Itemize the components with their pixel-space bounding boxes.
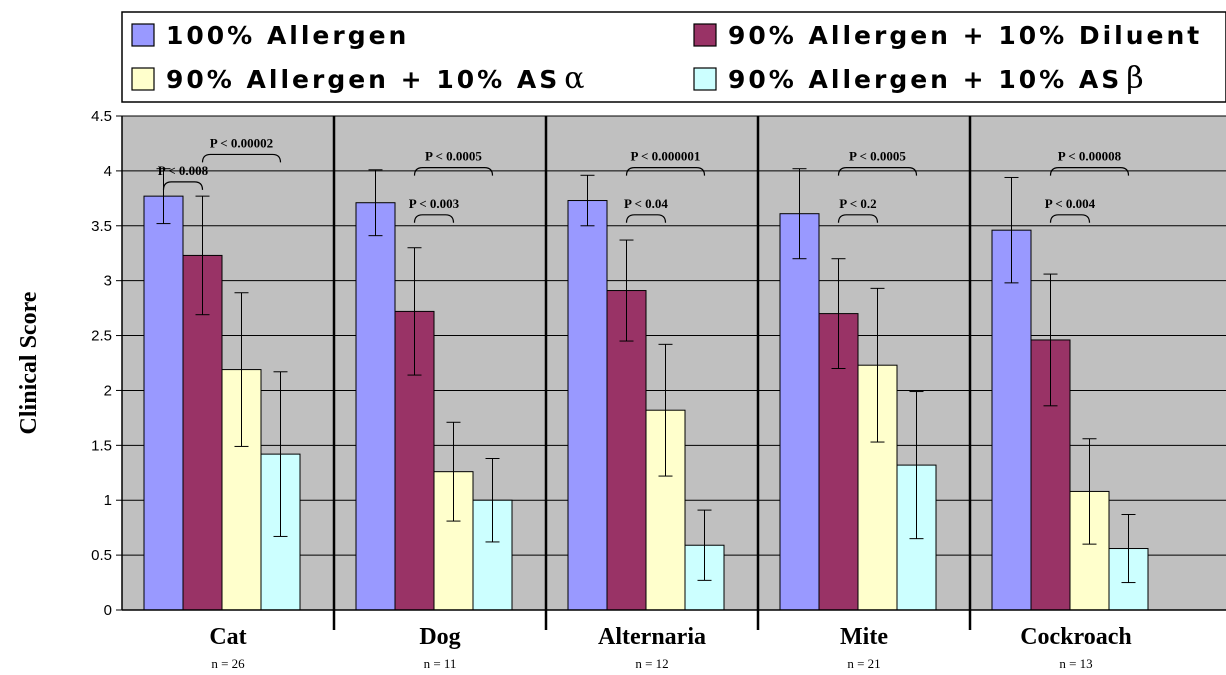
legend-entry: 100% Allergen [166, 21, 409, 50]
bar [991, 229, 1032, 611]
sample-size-label: n = 11 [424, 656, 457, 671]
category-label: Alternaria [598, 624, 706, 650]
legend-swatch [131, 67, 155, 91]
legend: 100% Allergen 90% Allergen + 10% Diluent 9… [121, 11, 1226, 103]
p-value-label: P < 0.2 [839, 196, 876, 211]
significance-bracket: P < 0.0005 [413, 149, 494, 176]
bracket-line [201, 153, 282, 163]
axes [116, 115, 1226, 611]
legend-swatch [693, 23, 717, 47]
significance-bracket: P < 0.003 [409, 196, 460, 223]
legend-entry: 90% Allergen + 10% AS α [166, 61, 584, 96]
y-tick-label: 3 [104, 273, 112, 290]
y-tick-label: 0 [104, 602, 112, 619]
category-label: Dog [419, 624, 460, 650]
p-value-label: P < 0.00002 [210, 135, 273, 150]
bracket-line [413, 214, 455, 223]
bar [143, 195, 184, 611]
legend-box [121, 11, 1226, 103]
p-value-label: P < 0.008 [158, 163, 209, 178]
significance-bracket: P < 0.04 [624, 196, 668, 223]
y-tick-label: 0.5 [91, 547, 112, 564]
bar [606, 290, 647, 611]
significance-bracket: P < 0.00008 [1049, 149, 1130, 176]
y-tick-label: 2.5 [91, 328, 112, 345]
legend-entry: 90% Allergen + 10% AS β [728, 61, 1144, 96]
bar [779, 213, 820, 611]
bracket-line [1049, 166, 1130, 176]
p-value-label: P < 0.04 [624, 196, 668, 211]
legend-entry: 90% Allergen + 10% Diluent [728, 21, 1202, 50]
y-tick-label: 3.5 [91, 218, 112, 235]
y-tick-label: 4.5 [91, 108, 112, 125]
sample-size-label: n = 12 [635, 656, 668, 671]
bracket-line [1049, 214, 1091, 223]
category-label: Mite [840, 624, 888, 650]
bar [567, 200, 608, 611]
p-value-label: P < 0.0005 [425, 149, 482, 164]
p-value-label: P < 0.004 [1045, 196, 1096, 211]
p-value-label: P < 0.000001 [631, 149, 701, 164]
legend-swatch [131, 23, 155, 47]
y-tick-label: 4 [104, 163, 112, 180]
significance-bracket: P < 0.000001 [625, 149, 706, 176]
y-axis-label: Clinical Score [16, 291, 42, 434]
bracket-line [837, 214, 879, 223]
significance-bracket: P < 0.00002 [201, 135, 282, 163]
bracket-line [625, 214, 667, 223]
significance-bracket: P < 0.2 [837, 196, 879, 223]
sample-size-label: n = 26 [211, 656, 245, 671]
p-value-label: P < 0.0005 [849, 149, 906, 164]
bracket-line [837, 166, 918, 176]
p-value-label: P < 0.003 [409, 196, 460, 211]
axis-labels: 0 0.5 1 1.5 2 2.5 3 3.5 4 4.5 Cat n = 26 Dog n = 11 Al… [91, 108, 1132, 671]
y-tick-label: 1 [104, 492, 112, 509]
sample-size-label: n = 13 [1059, 656, 1092, 671]
sample-size-label: n = 21 [847, 656, 880, 671]
bracket-line [413, 166, 494, 176]
y-tick-label: 1.5 [91, 437, 112, 454]
bracket-line [162, 181, 204, 190]
significance-bracket: P < 0.0005 [837, 149, 918, 176]
legend-swatch [693, 67, 717, 91]
legend-symbol: β [1126, 61, 1143, 96]
bar [355, 202, 396, 611]
legend-symbol: α [564, 61, 584, 96]
p-value-label: P < 0.00008 [1058, 149, 1122, 164]
y-tick-label: 2 [104, 382, 112, 399]
significance-bracket: P < 0.004 [1045, 196, 1096, 223]
significance-bracket: P < 0.008 [158, 163, 209, 190]
category-separators [332, 116, 972, 630]
bracket-line [625, 166, 706, 176]
category-label: Cockroach [1020, 624, 1132, 650]
category-label: Cat [209, 624, 246, 650]
bars [143, 168, 1149, 611]
